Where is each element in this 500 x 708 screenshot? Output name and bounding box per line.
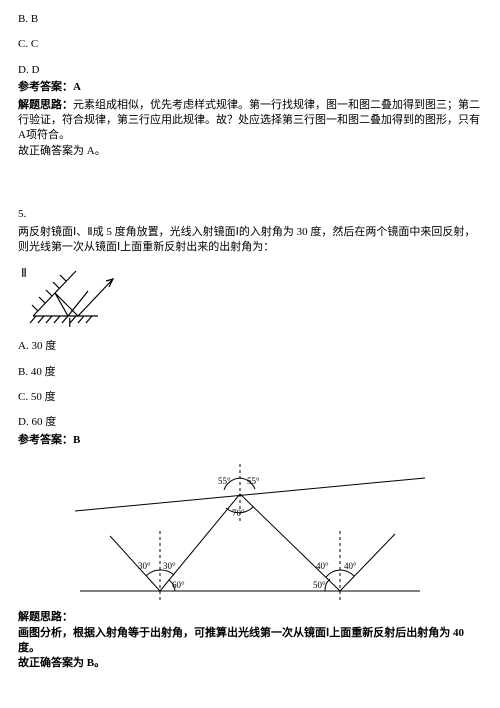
angle-60: 60° — [172, 580, 185, 590]
q5-stem: 两反射镜面Ⅰ、Ⅱ成 5 度角放置，光线入射镜面Ⅰ的入射角为 30 度，然后在两个… — [18, 225, 482, 256]
q4-option-d: D. D — [18, 63, 482, 78]
angle-55b: 55° — [247, 476, 260, 486]
angle-40b: 40° — [344, 561, 357, 571]
mirror-label-ii: Ⅱ — [21, 266, 27, 280]
q4-conclusion: 故正确答案为 A。 — [18, 144, 482, 159]
q5-option-c: C. 50 度 — [18, 390, 482, 405]
q5-option-b: B. 40 度 — [18, 365, 482, 380]
q5-option-d: D. 60 度 — [18, 415, 482, 430]
q5-number: 5. — [18, 207, 482, 222]
q5-angle-diagram: 55° 55° 70° 30° 30° 60° 40° 40° 50° — [50, 456, 450, 606]
q5-conclusion: 故正确答案为 B。 — [18, 656, 482, 671]
q5-mirror-diagram: Ⅱ Ⅰ — [18, 261, 482, 329]
q4-explain-label: 解题思路： — [18, 99, 73, 111]
q5-explain-body: 画图分析，根据入射角等于出射角，可推算出光线第一次从镜面Ⅰ上面重新反射后出射角为… — [18, 626, 482, 657]
q5-explain-head: 解题思路： — [18, 610, 482, 625]
q4-option-c: C. C — [18, 37, 482, 52]
angle-40a: 40° — [316, 561, 329, 571]
q4-answer: 参考答案：A — [18, 80, 482, 95]
angle-70: 70° — [232, 508, 245, 518]
angle-30a: 30° — [138, 561, 151, 571]
angle-30b: 30° — [163, 561, 176, 571]
q4-option-b: B. B — [18, 12, 482, 27]
q4-explain-body: 元素组成相似，优先考虑样式规律。第一行找规律，图一和图二叠加得到图三；第二行验证… — [18, 99, 480, 142]
angle-50: 50° — [313, 580, 326, 590]
q5-option-a: A. 30 度 — [18, 339, 482, 354]
angle-55a: 55° — [218, 476, 231, 486]
q5-answer: 参考答案：B — [18, 433, 482, 448]
q4-explanation: 解题思路：元素组成相似，优先考虑样式规律。第一行找规律，图一和图二叠加得到图三；… — [18, 98, 482, 144]
mirror-label-i: Ⅰ — [68, 316, 72, 329]
